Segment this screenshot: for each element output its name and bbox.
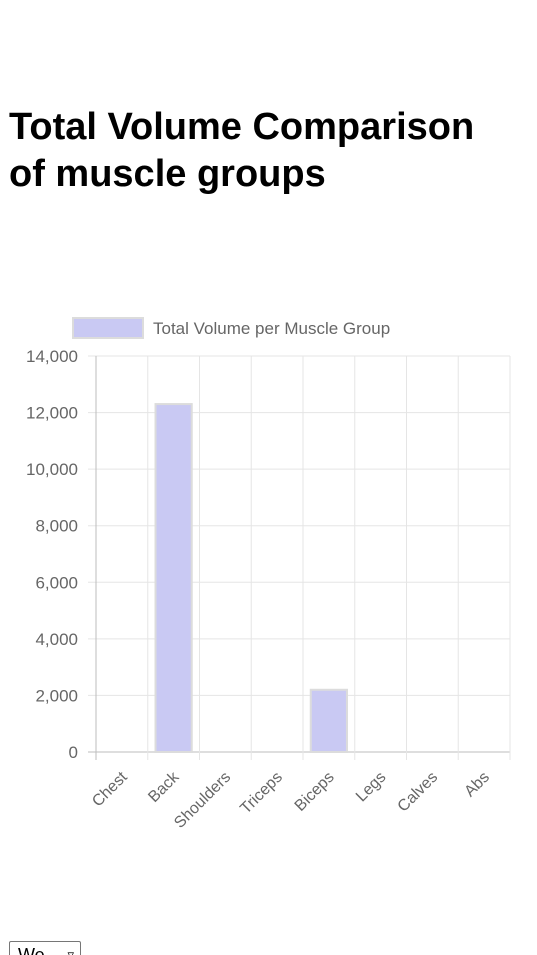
x-tick-label: Back [145,768,183,806]
x-tick-label: Legs [353,769,390,806]
y-tick-label: 0 [69,743,78,762]
y-tick-label: 8,000 [35,517,78,536]
y-tick-label: 2,000 [35,686,78,705]
x-tick-label: Triceps [237,769,286,818]
x-tick-label: Calves [395,769,442,816]
bar-biceps [309,688,348,753]
y-tick-label: 6,000 [35,573,78,592]
bar-back [154,403,193,753]
legend-label: Total Volume per Muscle Group [153,319,390,338]
page-title: Total Volume Comparison of muscle groups [9,106,475,195]
week-select[interactable]: We ▿ [9,941,81,955]
y-tick-label: 10,000 [26,460,78,479]
chevron-down-icon: ▿ [67,947,74,955]
x-tick-label: Shoulders [171,769,234,832]
y-tick-label: 4,000 [35,630,78,649]
week-select-value: We [18,945,45,955]
legend-swatch [72,317,144,339]
x-tick-label: Abs [461,769,493,801]
x-tick-label: Chest [89,768,131,810]
y-tick-label: 14,000 [26,347,78,366]
x-tick-label: Biceps [292,769,338,815]
bar-chart: 0 2,000 4,000 6,000 8,000 10,000 12,000 14,000 C… [26,317,511,832]
y-tick-label: 12,000 [26,404,78,423]
